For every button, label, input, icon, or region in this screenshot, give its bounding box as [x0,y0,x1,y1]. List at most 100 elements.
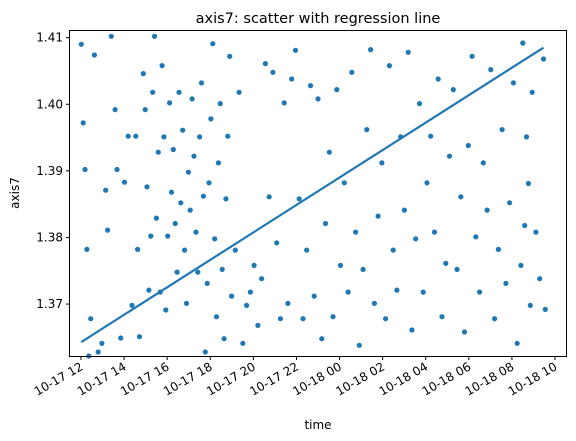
scatter-point [178,200,184,206]
scatter-point [244,302,250,308]
scatter-point [227,53,233,59]
scatter-point [507,200,513,206]
scatter-point [522,222,528,229]
scatter-point [322,220,329,227]
y-axis: 1.37 1.38 1.39 1.40 1.41 [36,31,70,311]
scatter-point [170,146,176,153]
scatter-point [118,335,124,341]
scatter-point [135,246,141,252]
scatter-point [221,336,227,342]
scatter-point [450,87,456,93]
scatter-point [200,193,206,199]
scatter-point [219,266,225,272]
scatter-point [274,240,280,246]
scatter-point [315,96,321,102]
scatter-point [144,184,150,190]
scatter-point [210,41,216,47]
scatter-point [353,229,359,235]
scatter-point [163,307,169,313]
scatter-point [518,262,524,268]
scatter-point [285,300,291,306]
scatter-point [492,316,498,322]
scatter-point [364,127,370,133]
scatter-point [142,107,148,113]
scatter-point [153,215,159,221]
scatter-point [461,329,468,335]
scatter-point [125,133,131,139]
scatter-point [148,233,154,239]
scatter-point [383,316,389,322]
scatter-point [480,160,486,166]
scatter-point [484,207,490,213]
plot-frame [69,30,567,357]
scatter-point [375,213,381,219]
y-tick-label: 1.40 [36,97,63,111]
scatter-point [172,220,178,227]
y-tick-label: 1.37 [36,297,63,311]
scatter-point [337,262,344,268]
scatter-point [121,179,128,185]
scatter-point [99,340,105,346]
scatter-point [439,314,445,320]
scatter-point [465,142,471,149]
scatter-point [416,101,423,107]
scatter-point [217,101,223,107]
scatter-point [454,266,460,272]
scatter-point [349,69,355,75]
scatter-point [198,80,205,86]
scatter-point [300,316,306,322]
scatter-point [341,180,347,186]
scatter-point [255,322,261,328]
scatter-point [495,246,501,252]
scatter-point [150,89,156,95]
scatter-point [114,166,120,173]
scatter-point [360,266,366,272]
scatter-point [159,63,165,69]
scatter-point [140,71,146,77]
scatter-point [510,80,516,86]
scatter-point [251,262,257,268]
scatter-point [386,63,392,69]
scatter-point [183,300,190,306]
scatter-point [330,314,336,320]
scatter-point [368,47,374,53]
scatter-point [499,127,505,133]
scatter-point [167,100,173,106]
scatter-point [165,233,171,239]
scatter-point [133,133,139,139]
scatter-point [435,76,441,82]
scatter-point [503,280,509,286]
scatter-point [232,247,238,253]
scatter-point [409,327,415,333]
scatter-point [229,293,235,299]
scatter-point [319,336,325,342]
scatter-point [473,234,479,240]
scatter-point [523,134,530,140]
scatter-point [176,89,182,95]
scatter-point [304,247,310,253]
scatter-point [136,334,143,340]
scatter-point [292,47,299,53]
scatter-point [307,83,314,89]
scatter-point [289,76,295,82]
scatter-point [525,180,532,187]
scatter-point [281,100,287,106]
scatter-point [213,314,220,320]
scatter-point [542,306,548,312]
scatter-point [537,276,543,282]
scatter-point [193,229,199,235]
scatter-point [540,56,547,62]
scatter-point [112,107,118,113]
scatter-point [262,61,268,67]
scatter-point [225,133,231,139]
scatter-point [390,247,396,253]
scatter-point [161,134,167,140]
scatter-point [103,187,109,193]
scatter-point [247,289,253,295]
scatter-point [424,180,430,186]
scatter-point [78,41,84,47]
scatter-point [266,194,272,200]
scatter-point [520,40,526,46]
scatter-point [458,194,464,200]
scatter-point [146,287,152,293]
